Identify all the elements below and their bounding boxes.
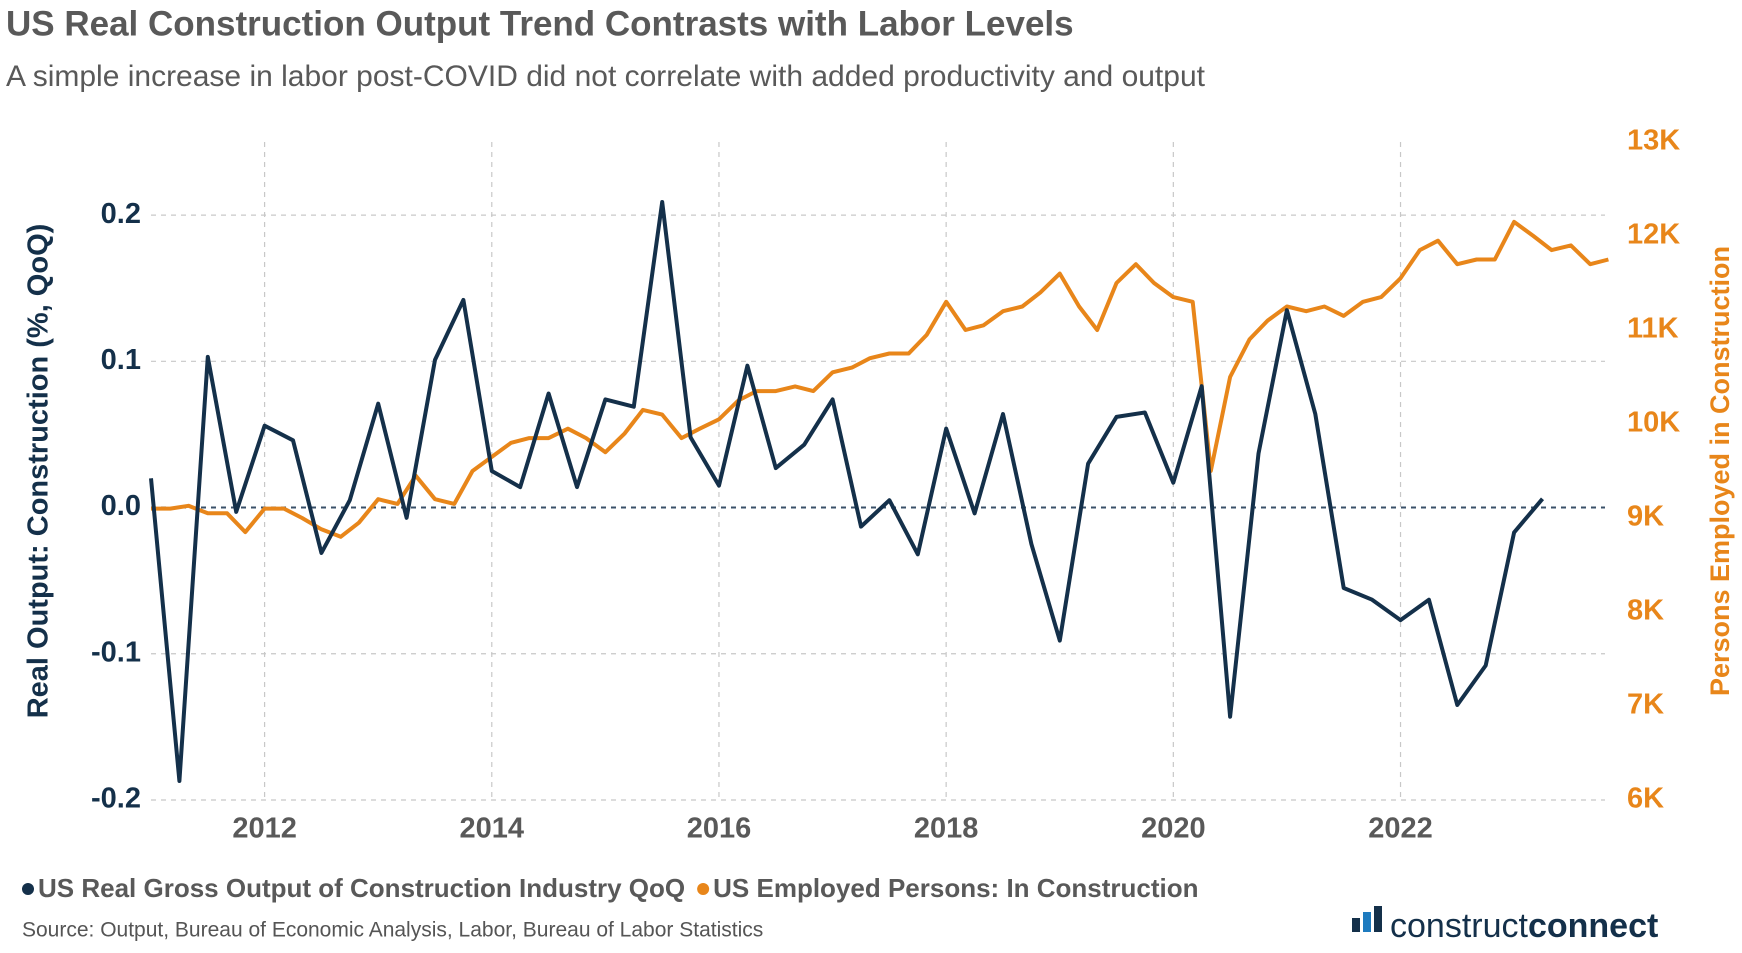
y2-tick-label: 6K xyxy=(1627,783,1664,815)
y2-tick-label: 12K xyxy=(1627,219,1680,251)
logo-icon xyxy=(1363,912,1371,932)
y2-tick-label: 13K xyxy=(1627,125,1680,157)
y-tick-label: 0.0 xyxy=(101,490,141,522)
y-tick-label: -0.2 xyxy=(91,783,141,815)
brand-text: constructconnect xyxy=(1390,907,1658,945)
legend-label: US Real Gross Output of Construction Ind… xyxy=(38,873,685,903)
legend-marker xyxy=(22,883,34,895)
x-tick-label: 2016 xyxy=(687,813,752,845)
grid xyxy=(151,142,1605,801)
y2-tick-label: 8K xyxy=(1627,595,1664,627)
logo-icon xyxy=(1352,918,1360,932)
series-line xyxy=(151,219,1609,539)
x-tick-label: 2012 xyxy=(232,813,297,845)
chart-title: US Real Construction Output Trend Contra… xyxy=(6,4,1074,43)
legend-label: US Employed Persons: In Construction xyxy=(713,873,1198,903)
legend-marker xyxy=(697,883,710,895)
y2-tick-label: 9K xyxy=(1627,501,1664,533)
brand-logo: constructconnect xyxy=(1352,906,1658,945)
x-tick-label: 2022 xyxy=(1368,813,1433,845)
x-tick-label: 2020 xyxy=(1141,813,1206,845)
y2-tick-label: 7K xyxy=(1627,689,1664,721)
y-tick-label: 0.2 xyxy=(101,198,141,230)
logo-icon xyxy=(1374,906,1382,932)
y2-tick-label: 10K xyxy=(1627,407,1680,439)
brand-bold: connect xyxy=(1528,907,1658,945)
y2-tick-label: 11K xyxy=(1627,313,1679,345)
series-line xyxy=(149,200,1545,783)
x-tick-label: 2014 xyxy=(460,813,525,845)
y-tick-label: 0.1 xyxy=(101,344,141,376)
y2-axis-title: Persons Employed in Construction xyxy=(1705,246,1735,696)
chart-subtitle: A simple increase in labor post-COVID di… xyxy=(6,60,1206,93)
y-axis-title: Real Output: Construction (%, QoQ) xyxy=(23,224,55,719)
source-note: Source: Output, Bureau of Economic Analy… xyxy=(22,919,763,942)
x-tick-label: 2018 xyxy=(914,813,979,845)
brand-light: construct xyxy=(1390,907,1528,945)
y-tick-label: -0.1 xyxy=(91,636,141,668)
